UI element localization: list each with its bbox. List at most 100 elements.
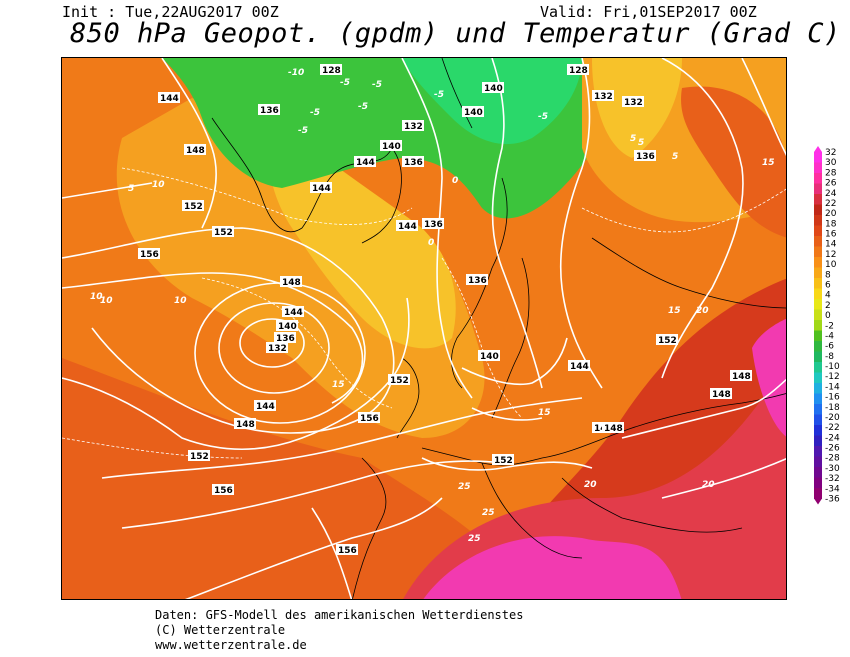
- geopotential-label: 136: [404, 158, 423, 168]
- geopotential-label: 132: [594, 92, 613, 102]
- geopotential-label: 152: [494, 456, 513, 466]
- geopotential-label-box: [622, 96, 644, 107]
- geopotential-label: 144: [356, 158, 375, 168]
- temperature-zone-ne-cool: [592, 58, 682, 158]
- geopotential-label: 136: [260, 106, 279, 116]
- geopotential-label-box: [492, 454, 514, 465]
- temperature-isotherm-label: 20: [702, 480, 715, 490]
- legend-swatch: [814, 278, 822, 289]
- data-source-footer: Daten: GFS-Modell des amerikanischen Wet…: [155, 608, 523, 653]
- geopotential-label-box: [280, 276, 302, 287]
- geopotential-label-box: [310, 182, 332, 193]
- geopotential-label-box: [466, 274, 488, 285]
- temperature-isotherm-label: 10: [100, 296, 113, 306]
- legend-tick-label: -14: [825, 382, 840, 392]
- legend-tick-label: -30: [825, 464, 840, 474]
- legend-swatch: [814, 435, 822, 447]
- geopotential-label: 132: [404, 122, 423, 132]
- legend-tick-label: -34: [825, 484, 840, 494]
- geopotential-label-box: [276, 320, 298, 331]
- geopotential-label-box: [462, 106, 484, 117]
- geopotential-label-box: [212, 226, 234, 237]
- init-time-label: Init : Tue,22AUG2017 00Z: [62, 3, 279, 21]
- geopotential-label: 132: [624, 98, 643, 108]
- geopotential-label: 156: [360, 414, 379, 424]
- legend-tick-label: -2: [825, 321, 834, 331]
- temperature-isotherm-label: 25: [468, 534, 481, 544]
- temperature-zone-warm: [403, 361, 786, 599]
- legend-swatch: [814, 152, 822, 163]
- geopotential-label-box: [182, 200, 204, 211]
- legend-tick-label: 22: [825, 199, 836, 209]
- legend-arrow-bottom: [814, 498, 822, 505]
- legend-tick-label: -24: [825, 433, 840, 443]
- temperature-isotherm-label: 15: [762, 158, 775, 168]
- geopotential-label-box: [336, 544, 358, 555]
- temperature-isotherm-label: -5: [372, 80, 382, 90]
- geopotential-label: 128: [569, 66, 588, 76]
- legend-swatch: [814, 456, 822, 468]
- temperature-isotherm-label: 25: [482, 508, 495, 518]
- legend-tick-label: 8: [825, 270, 831, 280]
- geopotential-label-box: [282, 306, 304, 317]
- geopotential-label-box: [656, 334, 678, 345]
- geopotential-label: 148: [186, 146, 205, 156]
- legend-tick-label: -4: [825, 331, 834, 341]
- geopotential-label-box: [254, 400, 276, 411]
- geopotential-label-box: [158, 92, 180, 103]
- temperature-isotherm-label: -5: [298, 126, 308, 136]
- geopotential-label: 152: [184, 202, 203, 212]
- geopotential-label: 152: [390, 376, 409, 386]
- geopotential-label: 140: [382, 142, 401, 152]
- footer-line-3[interactable]: www.wetterzentrale.de: [155, 638, 307, 652]
- legend-swatch: [814, 372, 822, 384]
- footer-line-2: (C) Wetterzentrale: [155, 623, 286, 637]
- legend-swatch: [814, 383, 822, 394]
- geopotential-label: 144: [570, 362, 589, 372]
- legend-tick-label: 32: [825, 148, 836, 158]
- geopotential-label: 144: [256, 402, 275, 412]
- legend-swatch: [814, 257, 822, 268]
- geopotential-label: 144: [398, 222, 417, 232]
- temperature-isotherm-label: -5: [434, 90, 444, 100]
- legend-swatch: [814, 393, 822, 405]
- geopotential-label: 128: [322, 66, 341, 76]
- temperature-color-legend: 32 30 28 26 24 22 20 18 16 14 12 10 8 6 4 2 0 -2 -4 -6 -8 -10…: [812, 146, 850, 516]
- geopotential-label: 140: [278, 322, 297, 332]
- legend-tick-label: -10: [825, 362, 840, 372]
- temperature-isotherm-label: 10: [152, 180, 165, 190]
- legend-swatch: [814, 362, 822, 373]
- temperature-zone-sw: [62, 358, 541, 599]
- geopotential-label-box: [422, 218, 444, 229]
- geopotential-label: 144: [312, 184, 331, 194]
- geopotential-label: 152: [214, 228, 233, 238]
- geopotential-label-box: [266, 342, 288, 353]
- temperature-isotherm-label: 20: [584, 480, 597, 490]
- legend-swatch: [814, 173, 822, 184]
- geopotential-label: 140: [464, 108, 483, 118]
- temperature-isotherm-label: -5: [340, 78, 350, 88]
- geopotential-label-box: [138, 248, 160, 259]
- legend-tick-label: -36: [825, 495, 840, 505]
- temperature-isotherm-label: 15: [332, 380, 345, 390]
- geopotential-label-box: [402, 156, 424, 167]
- temperature-zone-hot-sahara: [423, 536, 682, 599]
- geopotential-label-box: [396, 220, 418, 231]
- geopotential-label: 136: [276, 334, 295, 344]
- geopotential-label: 144: [284, 308, 303, 318]
- legend-tick-label: -28: [825, 454, 840, 464]
- temperature-isotherm-label: 10: [90, 292, 103, 302]
- legend-swatch: [814, 288, 822, 300]
- geopotential-label: 148: [604, 424, 623, 434]
- temperature-isotherm-label: 0: [452, 176, 458, 186]
- temperature-isotherm-label: 25: [458, 482, 471, 492]
- legend-tick-label: 2: [825, 301, 831, 311]
- geopotential-label-box: [188, 450, 210, 461]
- temperature-isotherm-label: -5: [358, 102, 368, 112]
- legend-tick-label: -18: [825, 403, 840, 413]
- geopotential-label-box: [710, 388, 732, 399]
- map-labels: 128 1281361321401401321321361441441401361…: [90, 64, 775, 556]
- legend-swatch: [814, 341, 822, 352]
- geopotential-label-box: [478, 350, 500, 361]
- legend-tick-label: 10: [825, 260, 837, 270]
